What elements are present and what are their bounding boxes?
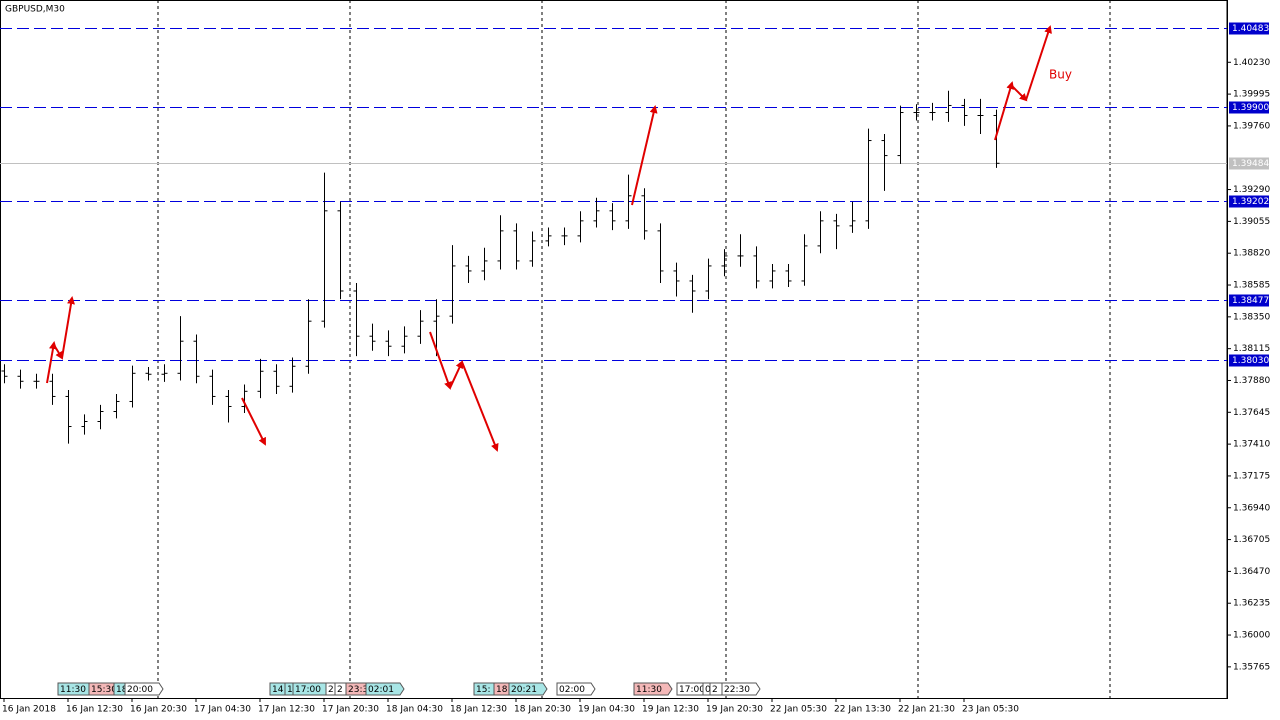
- event-label: 15:30: [91, 685, 117, 695]
- event-label: 2: [328, 685, 334, 695]
- y-tick-label: 1.37880: [1233, 376, 1270, 386]
- y-tick-label: 1.39055: [1233, 217, 1270, 227]
- event-tag: [721, 682, 761, 696]
- y-tick-label: 1.38350: [1233, 312, 1270, 322]
- event-label: 11:30: [60, 685, 86, 695]
- event-tag: [365, 682, 405, 696]
- y-tick-label: 1.39760: [1233, 121, 1270, 131]
- x-tick-label: 19 Jan 12:30: [642, 705, 699, 715]
- event-label: 2: [337, 685, 343, 695]
- y-tick-label: 1.37175: [1233, 471, 1270, 481]
- event-tag: [124, 682, 164, 696]
- y-tick-label: 1.36940: [1233, 503, 1270, 513]
- event-label: 14: [272, 685, 284, 695]
- y-tick-label: 1.36000: [1233, 631, 1270, 641]
- price-box: [1229, 157, 1269, 170]
- event-label: 15:: [476, 685, 490, 695]
- x-tick-label: 16 Jan 20:30: [130, 705, 187, 715]
- x-tick-label: 22 Jan 05:30: [770, 705, 827, 715]
- level-label: 1.39202: [1232, 197, 1269, 207]
- x-tick-label: 17 Jan 12:30: [258, 705, 315, 715]
- event-label: 22:30: [724, 685, 750, 695]
- y-tick-label: 1.37645: [1233, 408, 1270, 418]
- x-tick-label: 17 Jan 04:30: [194, 705, 251, 715]
- plot-frame: [0, 0, 1228, 699]
- y-tick-label: 1.36235: [1233, 599, 1270, 609]
- event-label: 18:: [496, 685, 510, 695]
- y-tick-label: 1.35765: [1233, 662, 1270, 672]
- y-tick-label: 1.38820: [1233, 249, 1270, 259]
- y-tick-label: 1.39995: [1233, 90, 1270, 100]
- event-label: 0: [705, 685, 711, 695]
- x-tick-label: 22 Jan 21:30: [898, 705, 955, 715]
- chart-title: GBPUSD,M30: [5, 5, 65, 15]
- level-box: [1229, 354, 1269, 367]
- x-tick-label: 16 Jan 12:30: [66, 705, 123, 715]
- y-tick-label: 1.38585: [1233, 281, 1270, 291]
- event-label: 11:30: [636, 685, 662, 695]
- annotation: Buy: [1049, 68, 1072, 82]
- event-label: 20:00: [127, 685, 153, 695]
- event-label: 17:00: [295, 685, 321, 695]
- x-tick-label: 19 Jan 20:30: [706, 705, 763, 715]
- x-tick-label: 18 Jan 04:30: [386, 705, 443, 715]
- day-separators: [157, 0, 1111, 698]
- level-box: [1229, 101, 1269, 114]
- level-label: 1.39900: [1232, 103, 1269, 113]
- event-label: 20:21: [511, 685, 537, 695]
- x-tick-label: 18 Jan 12:30: [450, 705, 507, 715]
- event-tag: [556, 682, 596, 696]
- level-box: [1229, 22, 1269, 35]
- price-label: 1.39484: [1232, 159, 1269, 169]
- x-tick-label: 23 Jan 05:30: [962, 705, 1019, 715]
- x-tick-label: 19 Jan 04:30: [578, 705, 635, 715]
- x-tick-label: 22 Jan 13:30: [834, 705, 891, 715]
- event-label: 1: [287, 685, 293, 695]
- level-box: [1229, 294, 1269, 307]
- arrows: [46, 25, 1052, 452]
- y-tick-label: 1.39290: [1233, 185, 1270, 195]
- event-label: 18: [116, 685, 128, 695]
- y-tick-label: 1.37410: [1233, 440, 1270, 450]
- event-label: 23:3: [348, 685, 368, 695]
- x-tick-label: 18 Jan 20:30: [514, 705, 571, 715]
- event-label: 02:01: [368, 685, 394, 695]
- level-label: 1.40483: [1232, 24, 1269, 34]
- level-label: 1.38477: [1232, 296, 1269, 306]
- y-tick-label: 1.40230: [1233, 58, 1270, 68]
- level-label: 1.38030: [1232, 356, 1269, 366]
- y-tick-label: 1.36705: [1233, 535, 1270, 545]
- y-tick-label: 1.38115: [1233, 344, 1270, 354]
- event-label: 2: [712, 685, 718, 695]
- event-tag: [508, 682, 548, 696]
- x-tick-label: 16 Jan 2018: [2, 705, 56, 715]
- event-tag: [633, 682, 673, 696]
- x-tick-label: 17 Jan 20:30: [322, 705, 379, 715]
- event-label: 02:00: [559, 685, 585, 695]
- level-box: [1229, 195, 1269, 208]
- y-tick-label: 1.36470: [1233, 567, 1270, 577]
- event-label: 17:00: [679, 685, 705, 695]
